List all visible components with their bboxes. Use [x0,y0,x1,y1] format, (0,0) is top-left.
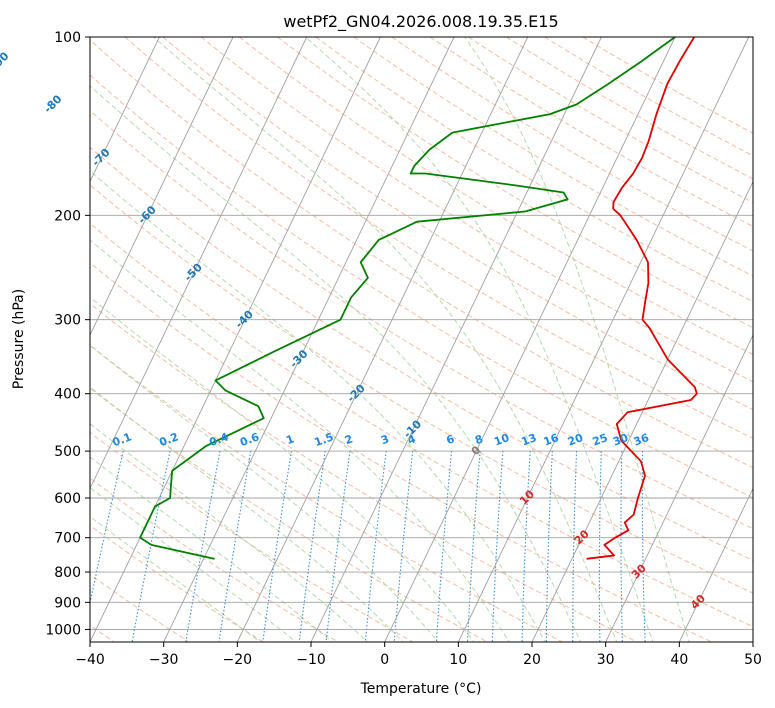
mixing-ratio-label: 20 [566,431,585,449]
mixing-ratio-label: 13 [520,431,539,448]
temperature-line [586,37,698,560]
y-tick-label: 900 [54,595,81,611]
mixing-ratio-line [218,451,252,642]
mixing-ratio-label: 10 [492,431,511,449]
x-tick-label: −30 [149,652,179,668]
mixing-ratio-label: 2 [343,432,355,447]
y-tick-label: 600 [54,491,81,507]
mixing-ratio-label: 16 [542,431,561,449]
x-tick-label: −10 [296,652,326,668]
isotherm-line [90,37,234,337]
dry-adiabat-line [90,146,753,561]
background-lines [90,37,753,642]
mixing-ratio-label: 6 [445,432,457,447]
dry-adiabat-line [200,37,753,383]
moist-adiabat-line [153,37,618,642]
y-tick-label: 300 [54,313,81,329]
dry-adiabat-line [277,37,753,329]
mixing-ratio-label: 30 [611,431,630,449]
mixing-ratio-label: 3 [379,432,391,447]
isotherm-label: -90 [0,49,12,72]
mixing-ratio-label: 4 [406,432,418,447]
dry-adiabat-line [90,387,489,642]
dry-adiabat-line [90,39,753,469]
isotherm-line [90,37,160,183]
dry-adiabat-line [90,74,753,499]
x-tick-label: 20 [523,652,541,668]
isotherm-line [90,37,381,642]
y-tick-label: 800 [54,565,81,581]
mixing-ratio-label: 0.6 [238,430,261,449]
y-tick-label: 1000 [45,622,81,638]
isotherm-line [384,37,676,642]
y-tick-label: 400 [54,387,81,403]
axis-ticks: −40 −30 −20 −10 0 10 20 30 40 5010020030040050060… [45,30,762,668]
dry-adiabat-line [90,184,753,594]
mixing-ratio-label: 25 [591,431,610,448]
y-axis-label: Pressure (hPa) [11,289,27,389]
mixing-ratio-label: 8 [473,432,485,447]
mixing-ratio-label: 1 [284,432,296,447]
isotherm-line [236,37,529,642]
mixing-ratio-line [185,450,221,642]
x-tick-label: 0 [380,652,389,668]
moist-adiabat-line [90,296,475,642]
isotherm-line [90,37,308,490]
x-tick-label: 30 [597,652,615,668]
mixing-ratio-label: 36 [632,431,651,449]
mixing-ratio-label: 1.5 [313,430,336,449]
chart-title: wetPf2_GN04.2026.008.19.35.E15 [283,12,558,32]
isotherm-line [457,37,750,642]
isotherm-line [310,37,602,642]
moist-adiabat-line [90,423,369,642]
x-tick-label: −40 [75,652,105,668]
dry-adiabat-line [90,222,753,628]
mixing-ratio-label: 0.4 [207,430,230,449]
x-axis-label: Temperature (°C) [360,681,482,697]
y-tick-label: 200 [54,208,81,224]
plot-frame [89,36,754,643]
moist-adiabat-line [90,487,298,642]
mixing-ratio-line [298,451,326,642]
x-tick-label: −20 [223,652,253,668]
mixing-ratio-line [131,450,171,642]
x-tick-label: 40 [670,652,688,668]
y-tick-label: 700 [54,531,81,547]
y-tick-label: 100 [54,30,81,46]
dry-adiabat-line [90,110,753,530]
x-tick-label: 10 [449,652,467,668]
dewpoint-line [139,37,676,560]
isotherm-line [605,334,753,642]
isotherm-line [678,487,753,642]
y-tick-label: 500 [54,444,81,460]
mixing-ratio-label: 0.2 [157,430,180,449]
mixing-ratio-label: 0.1 [111,430,134,449]
dry-adiabat-line [124,37,753,439]
dry-adiabat-line [239,37,753,355]
isotherm-line [163,37,455,642]
isotherm-line [531,180,753,642]
x-tick-label: 50 [744,652,762,668]
profile-lines [139,37,698,560]
